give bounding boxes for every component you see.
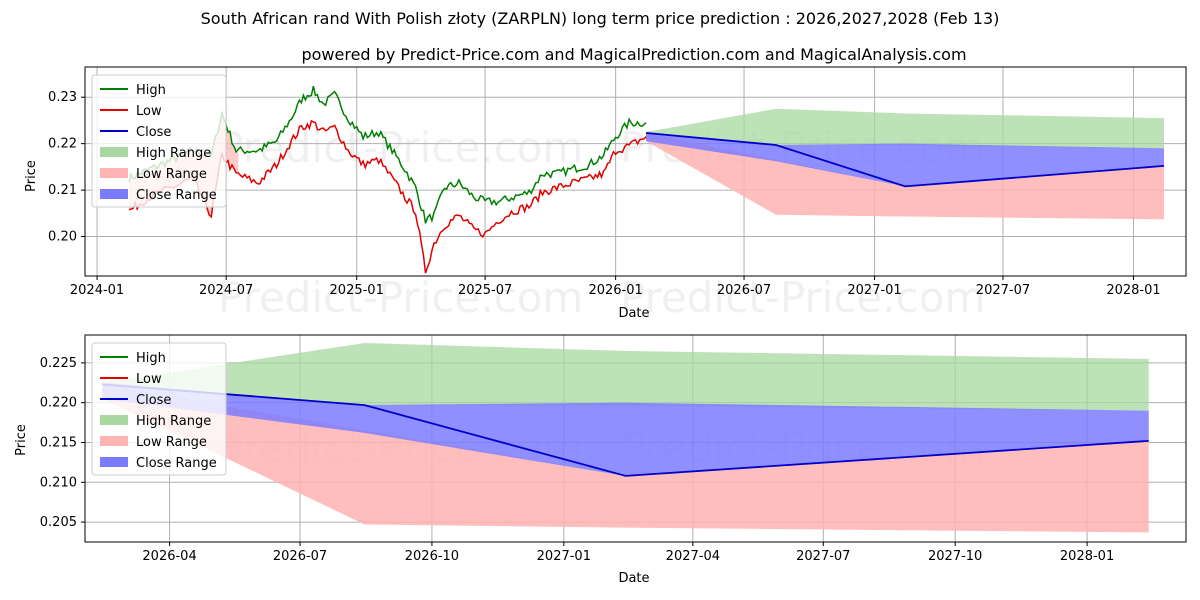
- legend-swatch-patch: [100, 415, 128, 425]
- x-tick-label: 2027-07: [976, 283, 1030, 298]
- high-range-band: [646, 108, 1165, 149]
- legend-swatch-patch: [100, 189, 128, 199]
- legend-swatch-patch: [100, 168, 128, 178]
- x-tick-label: 2027-01: [537, 549, 591, 564]
- x-tick-label: 2026-07: [273, 549, 327, 564]
- plot-frame: [84, 66, 1187, 277]
- legend-label: High Range: [136, 414, 211, 429]
- x-tick-label: 2026-10: [405, 549, 459, 564]
- legend-label: Low Range: [136, 167, 207, 182]
- y-tick-label: 0.20: [48, 230, 77, 245]
- y-tick-label: 0.23: [48, 90, 77, 105]
- panel-bottom: Predict-Price.com Predict-Price.com 2026…: [14, 334, 1187, 586]
- legend-label: Close Range: [136, 188, 217, 203]
- x-tick-label: 2028-01: [1106, 283, 1160, 298]
- y-tick-label: 0.205: [40, 515, 77, 530]
- legend-label: High: [136, 83, 166, 98]
- high-range-band: [102, 342, 1149, 411]
- watermark: Predict-Price.com: [620, 273, 985, 322]
- legend-label: Low: [136, 372, 162, 387]
- legend-label: Low: [136, 104, 162, 119]
- x-tick-label: 2027-04: [666, 549, 720, 564]
- legend-label: Close: [136, 125, 171, 140]
- x-tick-label: 2026-04: [142, 549, 196, 564]
- range-bands: [102, 342, 1149, 533]
- x-tick-label: 2025-07: [458, 283, 512, 298]
- legend-label: High Range: [136, 146, 211, 161]
- y-axis-label: Price: [24, 160, 39, 192]
- axis-ticks: 2024-01 2024-07 2025-01 2025-07 2026-01 2026-…: [48, 90, 1161, 298]
- y-tick-label: 0.225: [40, 356, 77, 371]
- y-tick-label: 0.215: [40, 435, 77, 450]
- low-range-band: [646, 132, 1165, 220]
- y-tick-label: 0.21: [48, 183, 77, 198]
- legend-swatch-patch: [100, 457, 128, 467]
- axis-ticks: 2026-04 2026-07 2026-10 2027-01 2027-04 2027-…: [40, 356, 1114, 564]
- x-axis-label: Date: [618, 306, 649, 321]
- chart-subtitle: powered by Predict-Price.com and Magical…: [301, 45, 967, 64]
- close-forecast-line: [646, 132, 1165, 188]
- x-tick-label: 2024-01: [70, 283, 124, 298]
- chart-title: South African rand With Polish złoty (ZA…: [200, 9, 1000, 28]
- close-forecast-line: [102, 383, 1149, 477]
- legend-swatch-patch: [100, 436, 128, 446]
- plot-frame: [84, 334, 1187, 543]
- legend: High Low Close High Range Low Range Close Ran…: [91, 342, 227, 476]
- x-tick-label: 2026-07: [717, 283, 771, 298]
- x-tick-label: 2025-01: [330, 283, 384, 298]
- x-tick-label: 2026-01: [588, 283, 642, 298]
- x-tick-label: 2028-01: [1060, 549, 1114, 564]
- legend: High Low Close High Range Low Range Close Ran…: [91, 74, 227, 208]
- legend-label: Close Range: [136, 456, 217, 471]
- x-tick-label: 2027-10: [928, 549, 982, 564]
- panel-top: Predict-Price.com Predict-Price.com Pred…: [24, 66, 1187, 322]
- legend-label: Close: [136, 393, 171, 408]
- x-axis-label: Date: [618, 571, 649, 586]
- y-axis-label: Price: [14, 424, 29, 456]
- legend-label: Low Range: [136, 435, 207, 450]
- series-lines: [102, 383, 1149, 477]
- x-tick-label: 2027-01: [847, 283, 901, 298]
- legend-swatch-patch: [100, 147, 128, 157]
- watermark: Predict-Price.com: [218, 273, 583, 322]
- y-tick-label: 0.22: [48, 137, 77, 152]
- x-tick-label: 2024-07: [199, 283, 253, 298]
- close-range-band: [102, 382, 1149, 476]
- legend-label: High: [136, 351, 166, 366]
- y-tick-label: 0.210: [40, 475, 77, 490]
- y-tick-label: 0.220: [40, 396, 77, 411]
- x-tick-label: 2027-07: [796, 549, 850, 564]
- low-range-band: [102, 384, 1149, 533]
